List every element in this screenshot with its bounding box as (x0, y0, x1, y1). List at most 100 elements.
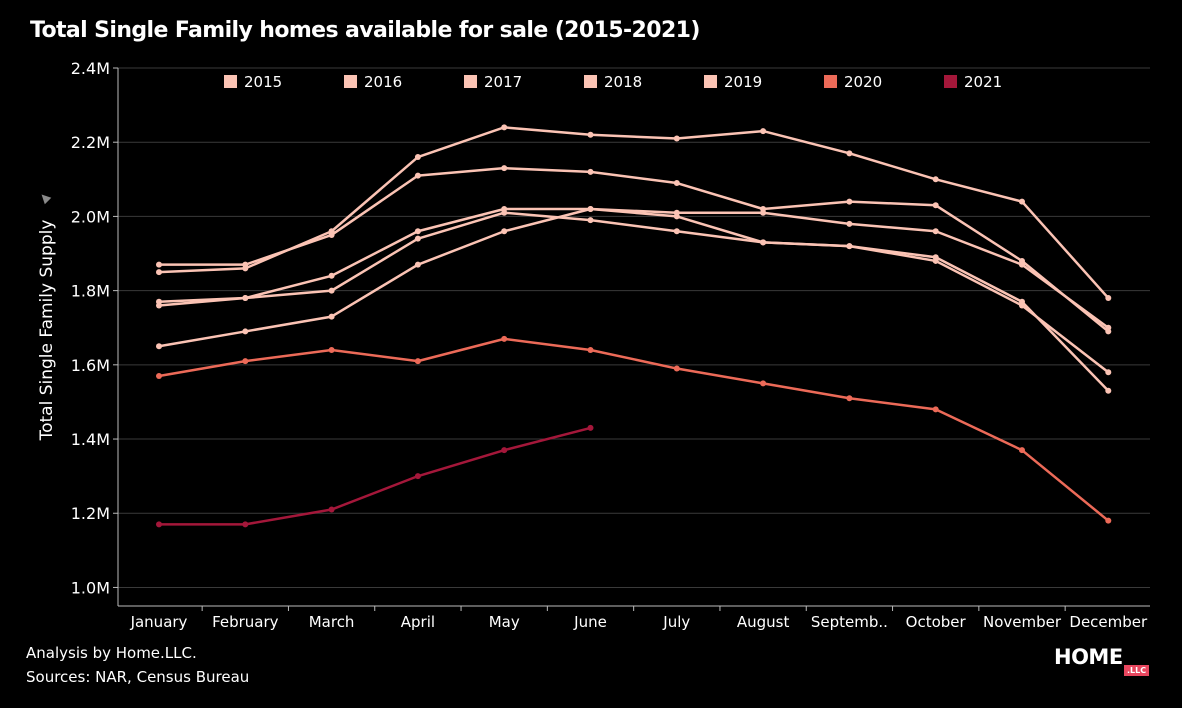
legend-label: 2015 (244, 73, 282, 91)
data-point (587, 168, 594, 175)
x-tick-label: December (1069, 613, 1148, 631)
data-point (1105, 295, 1112, 302)
data-point (414, 154, 421, 161)
legend-label: 2017 (484, 73, 522, 91)
data-point (328, 506, 335, 513)
legend-label: 2020 (844, 73, 882, 91)
x-tick-label: November (983, 613, 1062, 631)
x-tick-label: Septemb.. (811, 613, 888, 631)
data-point (501, 447, 508, 454)
legend-label: 2021 (964, 73, 1002, 91)
series-2017 (156, 205, 1112, 394)
gridlines (118, 67, 1150, 588)
data-point (760, 128, 767, 135)
data-point (414, 228, 421, 235)
y-axis-label: Total Single Family Supply (37, 220, 57, 442)
data-point (156, 372, 162, 379)
legend-swatch (344, 75, 357, 88)
data-point (1105, 328, 1112, 335)
logo-badge: .LLC (1124, 665, 1150, 676)
pin-icon[interactable]: ▲ (36, 188, 53, 205)
series-2018 (156, 165, 1112, 335)
data-point (501, 124, 508, 131)
y-tick-label: 1.4M (71, 430, 110, 449)
y-tick-label: 1.2M (71, 504, 110, 523)
x-tick-label: June (573, 613, 607, 631)
legend-item-2019[interactable]: 2019 (704, 73, 762, 91)
data-point (242, 295, 249, 302)
data-point (673, 365, 680, 372)
footer-sources-credit: Sources: NAR, Census Bureau (26, 668, 250, 686)
data-point (673, 213, 680, 220)
data-point (1019, 447, 1025, 454)
data-point (414, 261, 421, 268)
data-point (501, 205, 508, 212)
series-lines (156, 124, 1112, 528)
data-point (673, 180, 680, 187)
data-point (242, 328, 249, 335)
y-tick-label: 2.4M (71, 59, 110, 78)
series-line-2015 (158, 211, 1110, 374)
legend-item-2018[interactable]: 2018 (584, 73, 642, 91)
legend-label: 2019 (724, 73, 762, 91)
home-llc-logo: HOME .LLC (1054, 645, 1154, 685)
data-point (328, 346, 335, 353)
x-tick-label: March (309, 613, 355, 631)
legend-label: 2016 (364, 73, 402, 91)
legend-swatch (584, 75, 597, 88)
data-point (846, 150, 853, 157)
data-point (242, 358, 249, 365)
y-tick-label: 1.0M (71, 578, 110, 597)
data-point (328, 272, 335, 279)
data-point (1019, 198, 1025, 205)
data-point (1105, 369, 1112, 376)
legend-item-2016[interactable]: 2016 (344, 73, 402, 91)
legend-swatch (944, 75, 957, 88)
legend-swatch (704, 75, 717, 88)
legend-item-2015[interactable]: 2015 (224, 73, 282, 91)
data-point (673, 135, 680, 142)
y-tick-label: 1.8M (71, 282, 110, 301)
data-point (1019, 298, 1025, 305)
data-point (1105, 517, 1112, 524)
data-point (414, 358, 421, 365)
x-tick-label: May (489, 613, 520, 631)
data-point (760, 205, 767, 212)
legend-item-2020[interactable]: 2020 (824, 73, 882, 91)
footer-analysis-credit: Analysis by Home.LLC. (26, 644, 197, 662)
data-point (846, 395, 853, 402)
series-line-2016 (158, 207, 1110, 348)
data-point (156, 261, 162, 268)
axes: 1.0M 1.2M 1.4M 1.6M 1.8M 2.0M 2.2M 2.4M Total Si… (36, 59, 1150, 631)
logo-wordmark: HOME (1054, 645, 1123, 669)
data-point (1019, 257, 1025, 264)
legend-item-2021[interactable]: 2021 (944, 73, 1002, 91)
data-point (328, 228, 335, 235)
legend[interactable]: 2015 2016 2017 2018 2019 2020 2021 (224, 73, 1002, 91)
data-point (673, 228, 680, 235)
series-2019 (156, 124, 1112, 302)
legend-item-2017[interactable]: 2017 (464, 73, 522, 91)
data-point (156, 269, 162, 276)
data-point (414, 172, 421, 179)
chart-title: Total Single Family homes available for … (30, 18, 700, 43)
legend-swatch (464, 75, 477, 88)
data-point (328, 287, 335, 294)
data-point (932, 254, 939, 261)
data-point (156, 298, 162, 305)
data-point (414, 235, 421, 242)
series-line-2021 (159, 426, 591, 526)
data-point (932, 228, 939, 235)
y-tick-label: 1.6M (71, 356, 110, 375)
data-point (328, 313, 335, 320)
series-line-2019 (158, 126, 1110, 299)
data-point (156, 343, 162, 350)
data-point (501, 335, 508, 342)
data-point (932, 202, 939, 209)
x-tick-label: July (662, 613, 690, 631)
line-chart: 1.0M 1.2M 1.4M 1.6M 1.8M 2.0M 2.2M 2.4M Total Si… (36, 59, 1150, 631)
data-point (932, 406, 939, 413)
y-tick-label: 2.0M (71, 207, 110, 226)
data-point (760, 380, 767, 387)
data-point (587, 346, 594, 353)
